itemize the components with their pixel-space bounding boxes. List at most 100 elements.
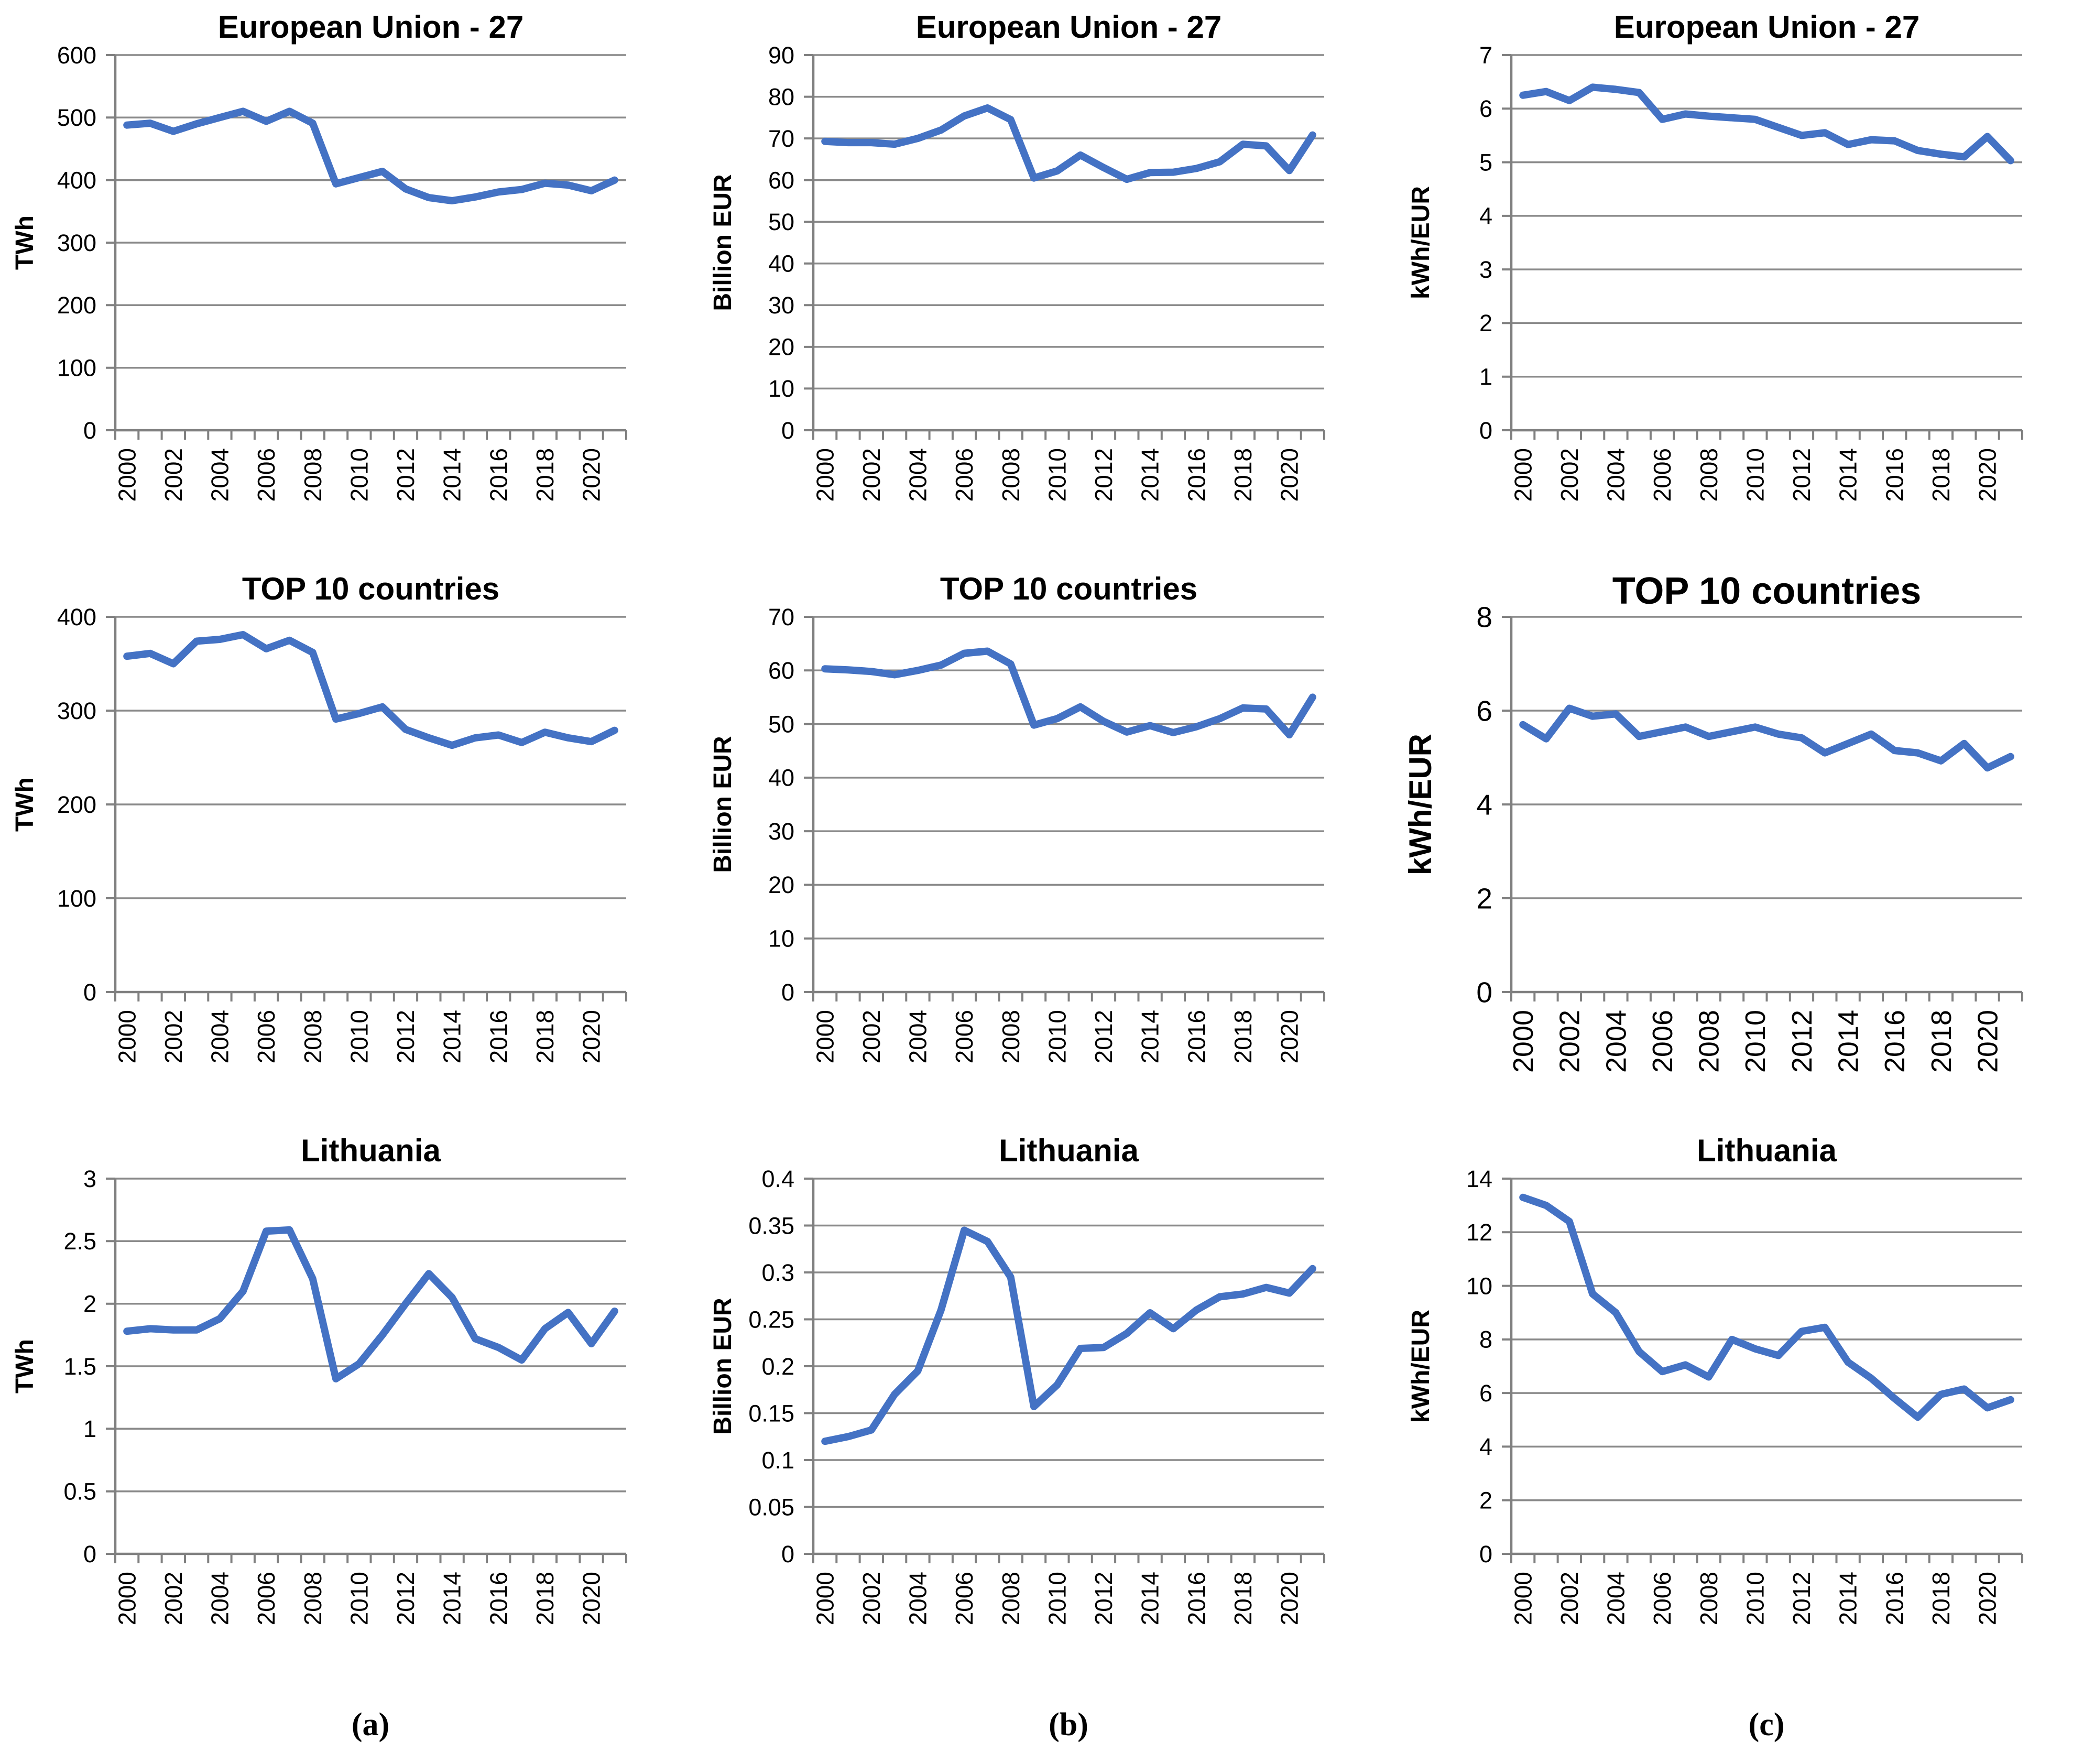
series-line — [821, 647, 1316, 738]
x-tick-labels: 2000 2002 2004 2006 2008 2010 2012 2014 2016 2018… — [113, 1572, 605, 1625]
x-tick-labels: 2000 2002 2004 2006 2008 2010 2012 2014 2016 2018… — [811, 1010, 1303, 1063]
y-tick-label: 50 — [768, 711, 794, 737]
y-tick-label: 4 — [1479, 203, 1492, 230]
chart-title: TOP 10 countries — [242, 571, 499, 606]
y-tick-label: 7 — [1479, 42, 1492, 69]
y-tick-label: 2 — [1476, 882, 1492, 914]
y-tick-label: 2.5 — [63, 1228, 96, 1255]
x-tick-label: 2010 — [1740, 1010, 1771, 1073]
x-tick-label: 2020 — [578, 1572, 605, 1625]
chart-top10-twh: 0 100 200 300 400 2000 2002 2004 2006 2008 2010 201… — [0, 562, 698, 1124]
chart-top10-billion-eur: 0 10 20 30 40 50 60 70 2000 2002 2004 2006 2008 2010 2… — [698, 562, 1396, 1124]
y-tick-label: 0.2 — [761, 1353, 794, 1380]
y-axis-label: TWh — [11, 777, 39, 832]
x-tick-label: 2014 — [1835, 448, 1862, 502]
y-tick-label: 400 — [57, 167, 96, 193]
x-tick-label: 2010 — [345, 1572, 373, 1625]
x-tick-label: 2018 — [1927, 448, 1955, 502]
x-tick-label: 2006 — [1649, 1572, 1676, 1625]
x-tick-label: 2016 — [1183, 448, 1210, 502]
x-tick-label: 2002 — [160, 1010, 187, 1063]
x-tick-label: 2004 — [206, 1572, 233, 1625]
x-tick-label: 2018 — [1229, 1572, 1257, 1625]
x-tick-label: 2014 — [439, 1010, 466, 1063]
x-tick-label: 2020 — [1972, 1010, 2003, 1073]
x-tick-label: 2002 — [858, 1572, 885, 1625]
x-tick-label: 2012 — [1788, 1572, 1815, 1625]
y-tick-label: 10 — [768, 925, 794, 952]
x-tick-label: 2006 — [951, 1572, 978, 1625]
y-tick-label: 0 — [1479, 1541, 1492, 1567]
y-tick-label: 4 — [1479, 1433, 1492, 1460]
x-tick-label: 2012 — [1090, 1010, 1117, 1063]
chart-canvas: 0 0.5 1 1.5 2 2.5 3 2000 2002 2004 2006 2008 2010 201… — [11, 1133, 627, 1625]
x-tick-label: 2014 — [1137, 448, 1164, 502]
x-tick-marks — [1510, 430, 2023, 440]
x-tick-label: 2000 — [113, 1010, 140, 1063]
chart-title: TOP 10 countries — [1612, 570, 1922, 612]
x-tick-labels: 2000 2002 2004 2006 2008 2010 2012 2014 2016 2018… — [1509, 1572, 2001, 1625]
y-tick-label: 40 — [768, 251, 794, 277]
y-tick-label: 300 — [57, 698, 96, 724]
y-tick-label: 0 — [83, 417, 96, 444]
x-tick-label: 2016 — [1881, 1572, 1908, 1625]
y-tick-label: 600 — [57, 42, 96, 69]
y-tick-labels: 0 0.05 0.1 0.15 0.2 0.25 0.3 0.35 0.4 — [748, 1166, 813, 1567]
x-tick-label: 2000 — [113, 448, 140, 502]
y-tick-label: 1.5 — [63, 1353, 96, 1380]
series-line — [1519, 83, 2014, 165]
y-tick-label: 10 — [768, 375, 794, 402]
x-tick-label: 2000 — [811, 1572, 838, 1625]
x-tick-marks — [1510, 992, 2023, 1001]
x-tick-label: 2006 — [951, 1010, 978, 1063]
y-tick-label: 500 — [57, 104, 96, 131]
chart-eu27-kwh-eur: 0 1 2 3 4 5 6 7 2000 2002 2004 2006 2008 2010 2012 2014… — [1396, 0, 2094, 562]
x-tick-label: 2008 — [997, 448, 1024, 502]
x-tick-label: 2008 — [997, 1572, 1024, 1625]
x-tick-label: 2012 — [392, 1572, 419, 1625]
chart-canvas: 0 2 4 6 8 2000 2002 2004 2006 2008 2010 2012 2014 201… — [1403, 570, 2023, 1073]
x-tick-label: 2006 — [1647, 1010, 1678, 1073]
y-tick-label: 300 — [57, 230, 96, 256]
y-tick-label: 100 — [57, 885, 96, 912]
chart-canvas: 0 1 2 3 4 5 6 7 2000 2002 2004 2006 2008 2010 2012 2014… — [1407, 9, 2023, 502]
y-tick-label: 0.35 — [748, 1212, 794, 1239]
y-tick-label: 0.15 — [748, 1400, 794, 1427]
y-tick-label: 8 — [1476, 601, 1492, 633]
chart-lithuania-billion-eur: 0 0.05 0.1 0.15 0.2 0.25 0.3 0.35 0.4 2000 2002 200… — [698, 1124, 1396, 1685]
y-tick-label: 2 — [1479, 310, 1492, 336]
x-tick-label: 2018 — [1927, 1572, 1955, 1625]
x-tick-label: 2000 — [811, 1010, 838, 1063]
x-tick-label: 2004 — [206, 1010, 233, 1063]
gridlines — [115, 54, 626, 431]
chart-title: European Union - 27 — [916, 9, 1222, 45]
x-tick-label: 2000 — [1508, 1010, 1539, 1073]
chart-eu27-billion-eur: 0 10 20 30 40 50 60 70 80 90 2000 2002 2004 2006 2008 2… — [698, 0, 1396, 562]
x-tick-marks — [114, 992, 627, 1001]
y-tick-label: 0 — [1479, 417, 1492, 444]
y-tick-label: 100 — [57, 354, 96, 381]
y-tick-label: 1 — [1479, 363, 1492, 390]
y-tick-label: 0.4 — [761, 1166, 794, 1192]
y-tick-label: 3 — [83, 1166, 96, 1192]
x-tick-labels: 2000 2002 2004 2006 2008 2010 2012 2014 2016 2018… — [1508, 1010, 2003, 1073]
x-tick-label: 2014 — [1833, 1010, 1864, 1073]
x-tick-marks — [812, 992, 1325, 1001]
x-tick-label: 2006 — [253, 1010, 280, 1063]
x-tick-label: 2008 — [299, 448, 326, 502]
x-tick-label: 2020 — [1974, 1572, 2001, 1625]
y-tick-label: 0.5 — [63, 1478, 96, 1505]
x-tick-label: 2008 — [997, 1010, 1024, 1063]
y-tick-labels: 0 0.5 1 1.5 2 2.5 3 — [63, 1166, 115, 1567]
y-tick-label: 20 — [768, 872, 794, 898]
y-tick-label: 5 — [1479, 149, 1492, 176]
x-tick-label: 2008 — [1694, 1010, 1725, 1073]
x-tick-labels: 2000 2002 2004 2006 2008 2010 2012 2014 2016 2018… — [811, 1572, 1303, 1625]
x-tick-label: 2016 — [1183, 1572, 1210, 1625]
x-tick-label: 2012 — [1786, 1010, 1818, 1073]
y-tick-label: 3 — [1479, 256, 1492, 283]
